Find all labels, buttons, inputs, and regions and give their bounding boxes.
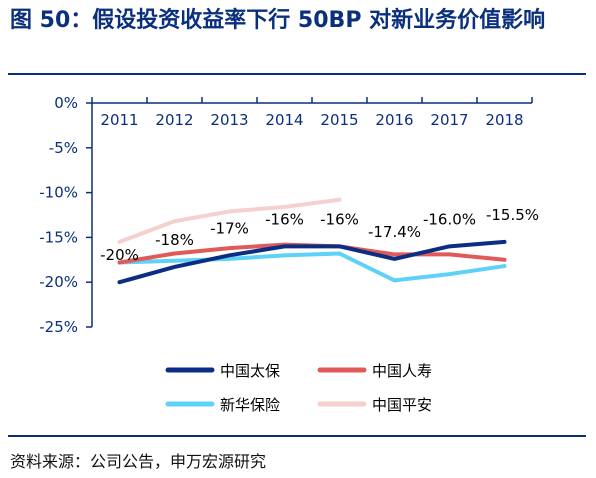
x-tick-label: 2012 (155, 111, 193, 129)
series-line-1 (117, 239, 507, 285)
x-tick-label: 2018 (485, 111, 523, 129)
legend-label: 中国太保 (220, 362, 280, 380)
title-divider (8, 73, 586, 75)
legend-label: 中国平安 (372, 396, 432, 414)
data-label: -20% (100, 246, 139, 264)
data-label: -17.4% (368, 223, 421, 241)
y-tick-label: -10% (39, 184, 78, 202)
data-label: -16% (265, 210, 304, 228)
source-note: 资料来源：公司公告，申万宏源研究 (10, 452, 267, 471)
data-label: -17% (210, 219, 249, 237)
y-tick-label: -15% (39, 228, 78, 246)
x-tick-label: 2011 (100, 111, 138, 129)
data-label: -16% (320, 210, 359, 228)
data-label: -16.0% (423, 210, 476, 228)
source-divider (8, 435, 586, 437)
series-line-4 (117, 197, 342, 244)
legend-label: 中国人寿 (372, 362, 432, 380)
x-tick-label: 2013 (210, 111, 248, 129)
data-label: -18% (155, 231, 194, 249)
legend-label: 新华保险 (220, 396, 280, 414)
line-chart: 0% -5% -10% -15% -20% -25% 2011 2012 2013 2014 201… (39, 94, 539, 414)
x-tick-label: 2017 (430, 111, 468, 129)
figure-title: 图 50：假设投资收益率下行 50BP 对新业务价值影响 (10, 8, 546, 33)
data-label: -15.5% (486, 206, 539, 224)
y-tick-label: -20% (39, 273, 78, 291)
y-tick-label: 0% (54, 94, 78, 112)
x-tick-label: 2015 (320, 111, 358, 129)
series-line-3 (117, 251, 507, 283)
x-tick-label: 2014 (265, 111, 303, 129)
y-tick-label: -5% (49, 139, 78, 157)
y-tick-label: -25% (39, 318, 78, 336)
x-tick-label: 2016 (375, 111, 413, 129)
